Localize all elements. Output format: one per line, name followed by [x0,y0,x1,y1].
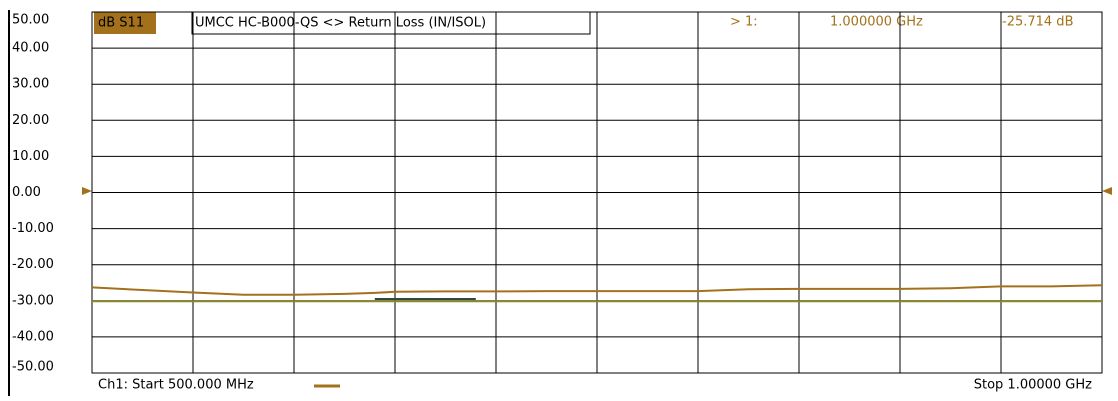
y-tick-label: -30.00 [12,293,54,308]
y-tick-label: 40.00 [12,41,49,56]
trace-badge [94,12,156,34]
y-tick-label: -40.00 [12,329,54,344]
y-tick-label: -50.00 [12,360,54,375]
y-tick-label: -10.00 [12,221,54,236]
marker-value: -25.714 dB [1002,15,1073,30]
y-tick-label: -20.00 [12,257,54,272]
plot-frame [91,11,1103,374]
y-tick-label: 10.00 [12,149,49,164]
stop-label: Stop 1.00000 GHz [974,378,1092,393]
y-tick-label: 50.00 [12,13,49,28]
start-label: Ch1: Start 500.000 MHz [98,378,254,393]
y-tick-label: 30.00 [12,77,49,92]
trace-label: dB S11 [98,16,144,31]
marker-frequency: 1.000000 GHz [830,15,923,30]
y-tick-label: 20.00 [12,113,49,128]
chart-title: UMCC HC-B000-QS <> Return Loss (IN/ISOL) [195,16,486,31]
reference-arrow-left [82,187,92,195]
reference-arrow-right [1102,187,1112,195]
trace-line [91,284,1103,296]
y-tick-label: 0.00 [12,185,41,200]
marker-label: > 1: [730,15,758,30]
